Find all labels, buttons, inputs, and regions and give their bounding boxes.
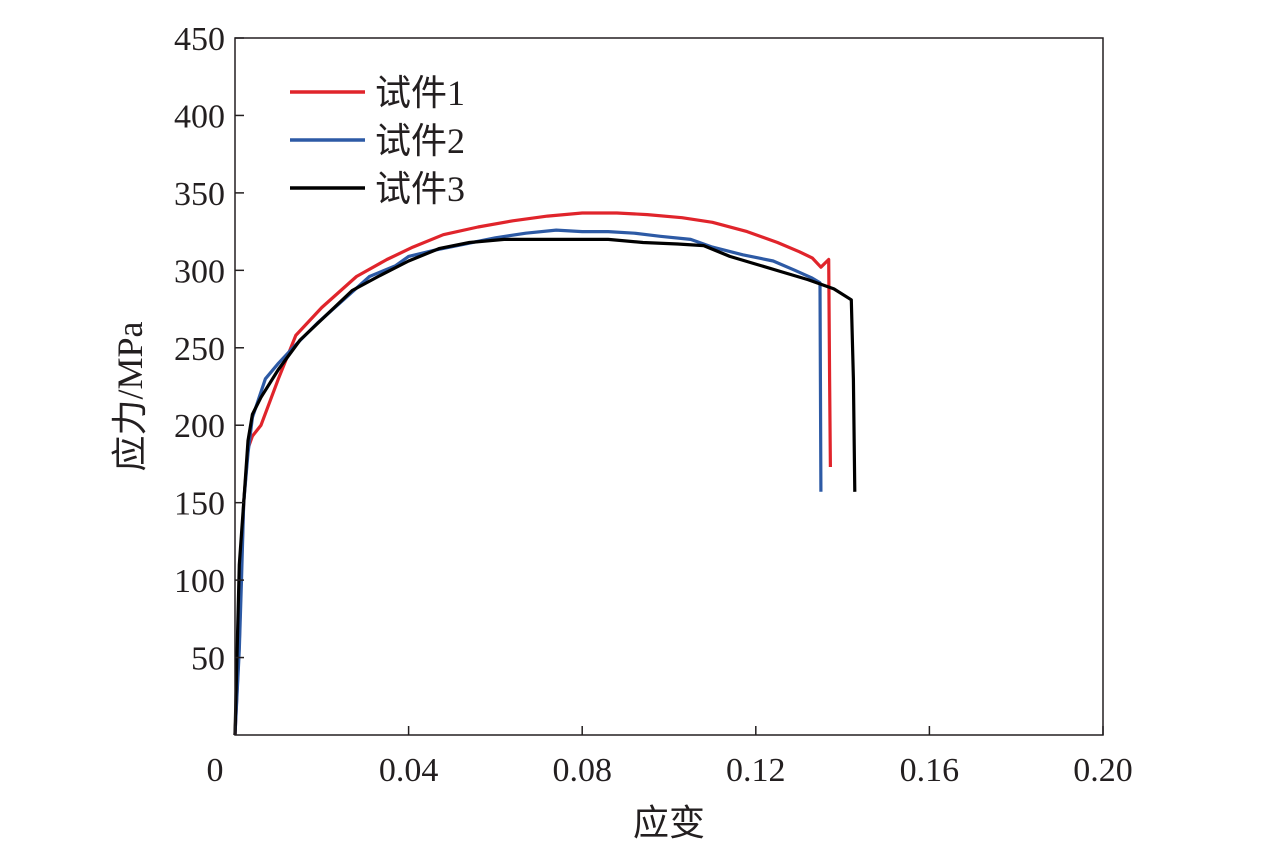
ticks-layer: 0 0.04 0.08 0.12 0.16 0.20 50 100 150 200 250 300 35…: [174, 21, 1133, 789]
plot-frame: [234, 37, 1104, 736]
y-tick-label: 300: [174, 253, 225, 290]
x-tick-label: 0.12: [726, 752, 786, 789]
y-tick-label: 50: [191, 641, 225, 678]
legend-label-3: 试件3: [375, 169, 465, 209]
series-line-3: [233, 237, 857, 736]
y-tick-label: 150: [174, 486, 225, 523]
x-tick-label: 0.08: [552, 752, 612, 789]
legend: 试件1 试件2 试件3: [290, 73, 465, 209]
y-axis-title: 应力/MPa: [110, 321, 150, 471]
legend-label-1: 试件1: [375, 73, 465, 113]
y-tick-label: 350: [174, 176, 225, 213]
y-tick-label: 450: [174, 21, 225, 58]
x-tick-label: 0.16: [900, 752, 960, 789]
x-tick-label: 0: [207, 752, 224, 789]
x-axis-title: 应变: [633, 803, 705, 843]
x-tick-label: 0.04: [379, 752, 439, 789]
series-line-1: [233, 211, 832, 736]
y-tick-label: 100: [174, 563, 225, 600]
x-tick-label: 0.20: [1073, 752, 1133, 789]
y-tick-label: 250: [174, 331, 225, 368]
y-tick-label: 200: [174, 408, 225, 445]
y-tick-label: 400: [174, 98, 225, 135]
series-layer: [233, 211, 857, 736]
legend-label-2: 试件2: [375, 121, 465, 161]
